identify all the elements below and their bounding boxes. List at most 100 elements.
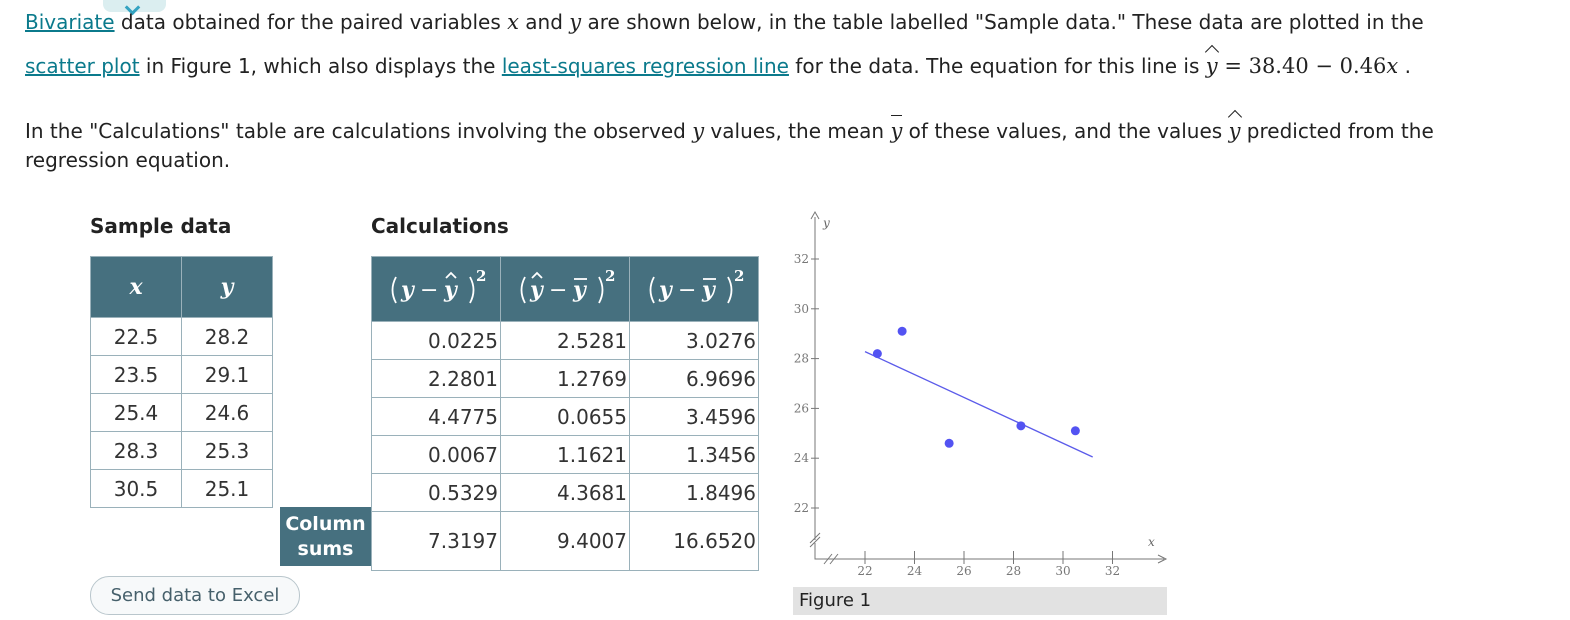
- formula-total-squared-icon: y − y 2: [649, 267, 744, 304]
- y-tick-label: 26: [794, 401, 809, 415]
- column-sums-row: 7.3197 9.4007 16.6520: [371, 511, 759, 571]
- cell-x: 30.5: [90, 469, 182, 508]
- regression-line: [864, 351, 1093, 458]
- calc-cell: 2.5281: [500, 321, 630, 360]
- data-point: [897, 326, 907, 336]
- column-sums-label: Column sums: [280, 507, 371, 566]
- math-y-hat: y: [1205, 54, 1218, 78]
- calc-cell: 6.9696: [629, 359, 759, 398]
- intro-line-2: scatter plot in Figure 1, which also dis…: [25, 54, 1411, 78]
- calculations-caption: Calculations: [371, 214, 509, 238]
- intro-line-4: regression equation.: [25, 148, 231, 172]
- data-point: [872, 349, 882, 359]
- svg-text:−: −: [549, 278, 567, 303]
- calc-cell: 1.3456: [629, 435, 759, 474]
- x-tick-label: 30: [1055, 564, 1070, 578]
- cell-x: 23.5: [90, 355, 182, 394]
- data-point: [1016, 421, 1026, 431]
- cell-y: 25.3: [181, 431, 273, 470]
- math-x: x: [1386, 54, 1399, 78]
- table-row: 22.5 28.2: [90, 317, 273, 356]
- x-tick-label: 26: [956, 564, 971, 578]
- header-y-minus-ybar-squared: y − y 2: [629, 256, 759, 322]
- send-to-excel-button[interactable]: Send data to Excel: [90, 576, 300, 615]
- column-sum-cell: 16.6520: [629, 511, 759, 571]
- cell-x: 28.3: [90, 431, 182, 470]
- intro-line-1: Bivariate data obtained for the paired v…: [25, 10, 1424, 34]
- svg-text:2: 2: [734, 267, 744, 285]
- y-tick-label: 24: [794, 451, 810, 465]
- header-yhat-minus-ybar-squared: y − y 2: [500, 256, 630, 322]
- table-row: 4.4775 0.0655 3.4596: [371, 397, 759, 436]
- figure-caption: Figure 1: [793, 587, 1167, 615]
- svg-text:2: 2: [605, 267, 615, 285]
- data-point: [1070, 426, 1080, 436]
- calc-cell: 0.5329: [371, 473, 501, 512]
- cell-y: 25.1: [181, 469, 273, 508]
- cell-x: 25.4: [90, 393, 182, 432]
- svg-text:−: −: [420, 278, 438, 303]
- calc-cell: 4.3681: [500, 473, 630, 512]
- table-row: 0.5329 4.3681 1.8496: [371, 473, 759, 512]
- formula-regression-squared-icon: y − y 2: [520, 267, 615, 304]
- y-tick-label: 32: [794, 252, 809, 266]
- least-squares-link[interactable]: least-squares regression line: [501, 54, 789, 78]
- table-row: 25.4 24.6: [90, 393, 273, 432]
- x-tick-label: 28: [1006, 564, 1021, 578]
- x-tick-label: 24: [907, 564, 923, 578]
- x-axis-arrow-icon: [1157, 554, 1168, 564]
- svg-text:y: y: [572, 277, 588, 303]
- calc-cell: 4.4775: [371, 397, 501, 436]
- bivariate-link[interactable]: Bivariate: [25, 10, 115, 34]
- y-tick-label: 28: [794, 352, 809, 366]
- x-axis-label: x: [1148, 535, 1155, 549]
- collapse-tab-chevron-icon[interactable]: [103, 0, 166, 12]
- header-y-minus-yhat-squared: y − y 2: [371, 256, 501, 322]
- scatter-plot-link[interactable]: scatter plot: [25, 54, 140, 78]
- calc-cell: 2.2801: [371, 359, 501, 398]
- math-y-hat: y: [1228, 119, 1241, 143]
- intro-line-3: In the "Calculations" table are calculat…: [25, 115, 1434, 143]
- calc-cell: 1.8496: [629, 473, 759, 512]
- header-x: x: [90, 256, 182, 318]
- math-y-bar: y: [890, 115, 903, 143]
- calculations-table: y − y 2 y − y 2: [371, 256, 759, 571]
- y-tick-label: 30: [794, 302, 809, 316]
- cell-y: 28.2: [181, 317, 273, 356]
- svg-text:2: 2: [476, 267, 486, 285]
- svg-text:y: y: [400, 277, 416, 303]
- table-row: 2.2801 1.2769 6.9696: [371, 359, 759, 398]
- sample-data-caption: Sample data: [90, 214, 232, 238]
- sample-data-table: x y 22.5 28.2 23.5 29.1 25.4 24.6 28.3 25.3 30.5…: [90, 256, 273, 508]
- column-sum-cell: 7.3197: [371, 511, 501, 571]
- calc-cell: 1.2769: [500, 359, 630, 398]
- equation-rhs: = 38.40 − 0.46: [1217, 54, 1387, 78]
- math-y: y: [569, 10, 582, 34]
- svg-text:−: −: [678, 278, 696, 303]
- svg-text:y: y: [658, 277, 674, 303]
- y-axis-label: y: [822, 216, 830, 230]
- table-row: 28.3 25.3: [90, 431, 273, 470]
- calc-cell: 0.0655: [500, 397, 630, 436]
- table-row: 23.5 29.1: [90, 355, 273, 394]
- calc-cell: 3.4596: [629, 397, 759, 436]
- math-y: y: [692, 119, 705, 143]
- x-tick-label: 32: [1105, 564, 1120, 578]
- svg-text:y: y: [443, 277, 459, 303]
- formula-residual-squared-icon: y − y 2: [391, 267, 486, 304]
- x-tick-label: 22: [857, 564, 872, 578]
- calc-cell: 0.0225: [371, 321, 501, 360]
- cell-y: 29.1: [181, 355, 273, 394]
- svg-text:y: y: [529, 277, 545, 303]
- svg-text:y: y: [701, 277, 717, 303]
- table-row: 0.0067 1.1621 1.3456: [371, 435, 759, 474]
- y-axis-arrow-icon: [810, 210, 820, 220]
- cell-x: 22.5: [90, 317, 182, 356]
- y-tick-label: 22: [794, 501, 809, 515]
- header-y: y: [181, 256, 273, 318]
- calc-cell: 3.0276: [629, 321, 759, 360]
- table-row: 30.5 25.1: [90, 469, 273, 508]
- math-x: x: [507, 10, 519, 34]
- column-sum-cell: 9.4007: [500, 511, 630, 571]
- calc-cell: 0.0067: [371, 435, 501, 474]
